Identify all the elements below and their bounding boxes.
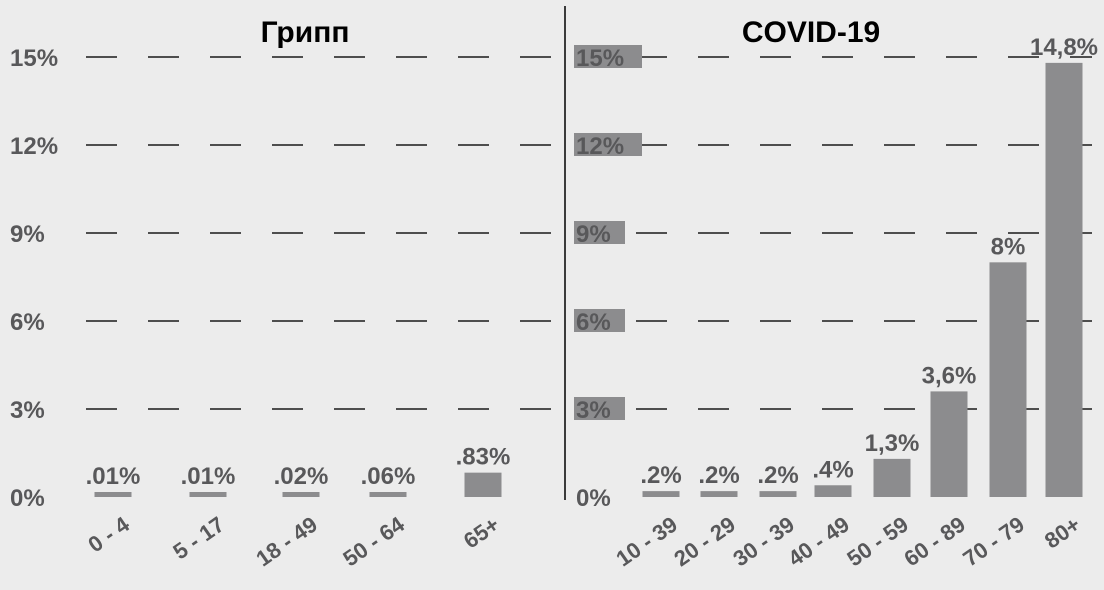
flu-ytick-label: 12% (10, 133, 58, 160)
flu-ytick-label: 9% (10, 221, 45, 248)
covid-ytick-bg (574, 133, 642, 156)
flu-bar (369, 492, 407, 497)
covid-ytick-bg (574, 45, 642, 68)
covid-value-label: .2% (757, 462, 798, 489)
flu-ytick-label: 0% (10, 485, 45, 512)
flu-ytick-label: 15% (10, 45, 58, 72)
flu-ytick-label: 6% (10, 309, 45, 336)
flu-chart-title: Грипп (261, 16, 350, 49)
flu-category-label: 50 - 64 (338, 511, 409, 571)
covid-value-label: 8% (991, 233, 1026, 260)
covid-category-label: 50 - 59 (842, 512, 912, 572)
covid-bar (1045, 62, 1083, 497)
covid-bar (700, 491, 738, 497)
flu-category-label: 0 - 4 (83, 511, 134, 557)
flu-bar (94, 492, 132, 497)
covid-category-label: 70 - 79 (958, 512, 1028, 572)
covid-bar (814, 485, 852, 497)
covid-category-label: 80+ (1040, 512, 1085, 554)
flu-value-label: .02% (274, 463, 329, 490)
flu-category-label: 18 - 49 (251, 512, 321, 572)
flu-value-label: .83% (456, 444, 511, 471)
covid-bar (873, 458, 911, 497)
flu-bar (189, 492, 227, 497)
flu-ytick-label: 3% (10, 397, 45, 424)
covid-bar (642, 491, 680, 497)
covid-category-label: 30 - 39 (728, 512, 798, 572)
covid-bar (989, 262, 1027, 497)
covid-ytick-label: 6% (576, 309, 611, 336)
flu-bar (464, 472, 502, 497)
covid-ytick-label: 3% (576, 397, 611, 424)
covid-value-label: .2% (698, 462, 739, 489)
covid-category-label: 10 - 39 (611, 512, 681, 572)
flu-value-label: .01% (181, 463, 236, 490)
covid-ytick-bg (574, 221, 625, 244)
covid-ytick-bg (574, 309, 625, 332)
covid-value-label: 14,8% (1030, 34, 1098, 61)
covid-value-label: .4% (812, 456, 853, 483)
covid-ytick-label: 12% (576, 133, 624, 160)
covid-category-label: 60 - 89 (899, 512, 969, 572)
flu-value-label: .06% (361, 463, 416, 490)
covid-ytick-label: 15% (576, 45, 624, 72)
covid-bar (930, 391, 968, 497)
covid-ytick-label: 9% (576, 221, 611, 248)
covid-value-label: .2% (640, 462, 681, 489)
flu-category-label: 65+ (459, 512, 504, 554)
flu-category-label: 5 - 17 (168, 512, 228, 565)
covid-category-label: 40 - 49 (783, 512, 853, 572)
flu-bar (282, 492, 320, 497)
flu-value-label: .01% (86, 463, 141, 490)
covid-chart-title: COVID-19 (742, 16, 880, 49)
covid-value-label: 3,6% (922, 362, 977, 389)
covid-bar (759, 491, 797, 497)
covid-category-label: 20 - 29 (669, 512, 739, 572)
covid-value-label: 1,3% (865, 430, 920, 457)
covid-ytick-bg (574, 397, 625, 420)
covid-ytick-label: 0% (576, 485, 611, 512)
